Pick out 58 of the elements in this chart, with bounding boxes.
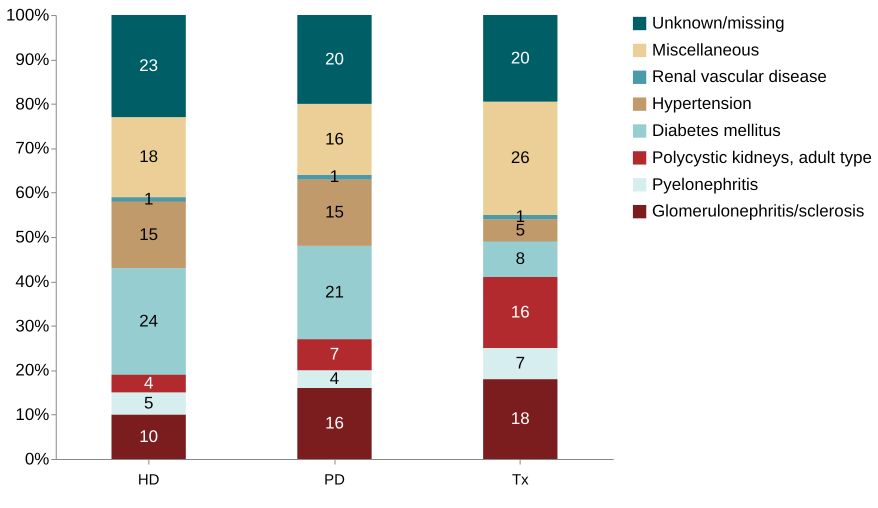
y-tick-label: 0% [24, 450, 50, 469]
y-tick-label: 100% [6, 6, 50, 25]
legend-label: Unknown/missing [652, 13, 785, 32]
y-tick-label: 90% [15, 50, 50, 69]
data-label: 16 [325, 413, 344, 432]
data-label: 20 [510, 48, 530, 68]
data-label: 15 [139, 224, 158, 244]
data-label: 8 [516, 249, 525, 268]
bar [483, 241, 558, 277]
bar [297, 339, 372, 370]
legend-label: Diabetes mellitus [652, 121, 781, 140]
y-tick-label: 30% [15, 316, 50, 336]
data-label: 24 [139, 311, 158, 330]
data-label: 7 [330, 344, 340, 364]
data-label: 21 [325, 282, 344, 302]
data-label: 16 [325, 129, 344, 148]
y-tick-label: 50% [15, 228, 50, 247]
y-tick-label: 70% [15, 138, 50, 158]
legend-label: Pyelonephritis [652, 174, 758, 194]
bar [297, 15, 372, 104]
legend-label: Renal vascular disease [652, 67, 827, 86]
x-tick-label: PD [324, 471, 346, 488]
bar [111, 15, 186, 118]
y-tick-label: 80% [15, 94, 50, 114]
bar [111, 392, 186, 415]
bar [483, 379, 558, 460]
bar [297, 246, 372, 340]
legend-label: Miscellaneous [652, 40, 760, 60]
data-label: 16 [510, 302, 530, 322]
legend-label: Polycystic kidneys, adult type [652, 148, 872, 167]
bar [483, 15, 558, 102]
legend-label: Glomerulonephritis/sclerosis [652, 202, 864, 221]
data-label: 18 [510, 409, 530, 428]
bar [111, 374, 186, 392]
y-tick-label: 40% [15, 272, 50, 291]
data-label: 18 [139, 147, 158, 166]
bar [297, 388, 372, 460]
data-label: 1 [144, 189, 154, 208]
data-label: 7 [516, 354, 525, 373]
data-label: 4 [330, 369, 340, 388]
data-label: 10 [139, 426, 158, 446]
y-tick-label: 10% [15, 405, 50, 424]
x-tick-label: Tx [512, 471, 530, 488]
data-label: 20 [325, 49, 344, 68]
data-label: 23 [139, 56, 158, 76]
bar [483, 277, 558, 348]
y-tick-label: 60% [15, 183, 50, 202]
x-tick-label: HD [138, 471, 160, 488]
bar [111, 414, 186, 460]
bar [111, 268, 186, 375]
data-label: 15 [325, 202, 344, 222]
bar [297, 370, 372, 388]
data-label: 5 [144, 394, 154, 413]
data-label: 26 [510, 148, 530, 168]
y-tick-label: 20% [15, 360, 50, 380]
legend-label: Hypertension [652, 94, 752, 114]
bar [483, 348, 558, 380]
data-label: 4 [144, 374, 154, 393]
